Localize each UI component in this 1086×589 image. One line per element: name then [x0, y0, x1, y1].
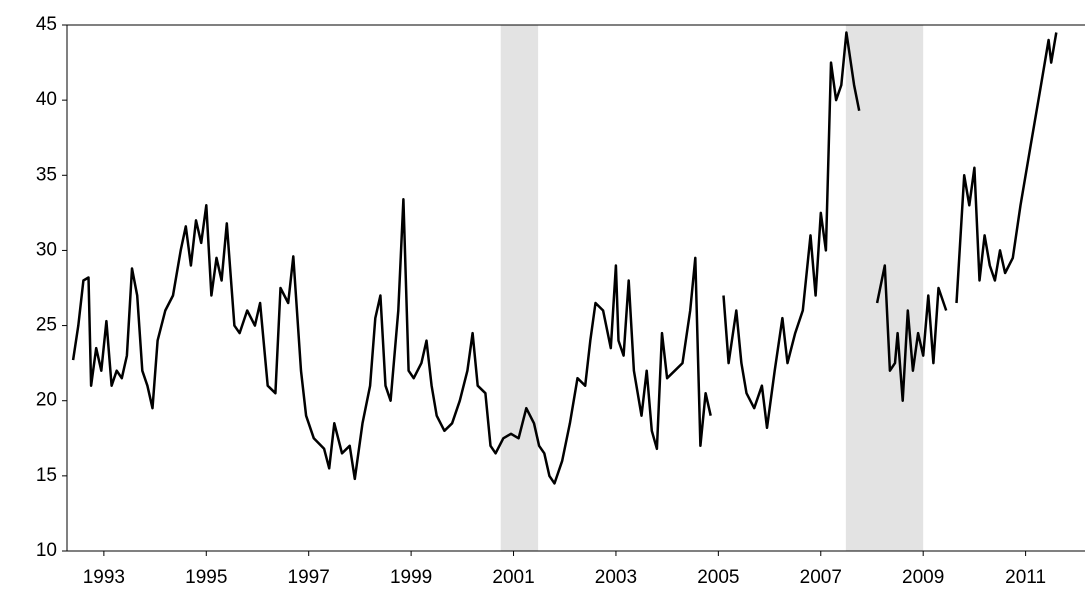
shading-layer [500, 25, 924, 551]
line-series [71, 31, 1058, 485]
recession-band [845, 25, 924, 551]
x-tick-label: 2009 [902, 567, 944, 588]
x-tick-label: 1999 [390, 567, 432, 588]
x-tick-label: 2003 [595, 567, 637, 588]
y-tick-label: 20 [36, 390, 57, 411]
plot-layer [71, 31, 1058, 485]
recession-band [500, 25, 539, 551]
x-tick-label: 2001 [492, 567, 534, 588]
y-tick-label: 10 [36, 540, 57, 561]
y-tick-label: 35 [36, 164, 57, 185]
x-tick-label: 2005 [697, 567, 739, 588]
x-tick-label: 2007 [800, 567, 842, 588]
y-tick-label: 15 [36, 465, 57, 486]
y-tick-label: 45 [36, 14, 57, 35]
x-tick-label: 1997 [288, 567, 330, 588]
x-tick-label: 1993 [83, 567, 125, 588]
y-tick-label: 40 [36, 89, 57, 110]
x-tick-label: 1995 [185, 567, 227, 588]
y-tick-label: 25 [36, 315, 57, 336]
x-tick-label: 2011 [1005, 567, 1046, 588]
y-tick-label: 30 [36, 239, 57, 260]
